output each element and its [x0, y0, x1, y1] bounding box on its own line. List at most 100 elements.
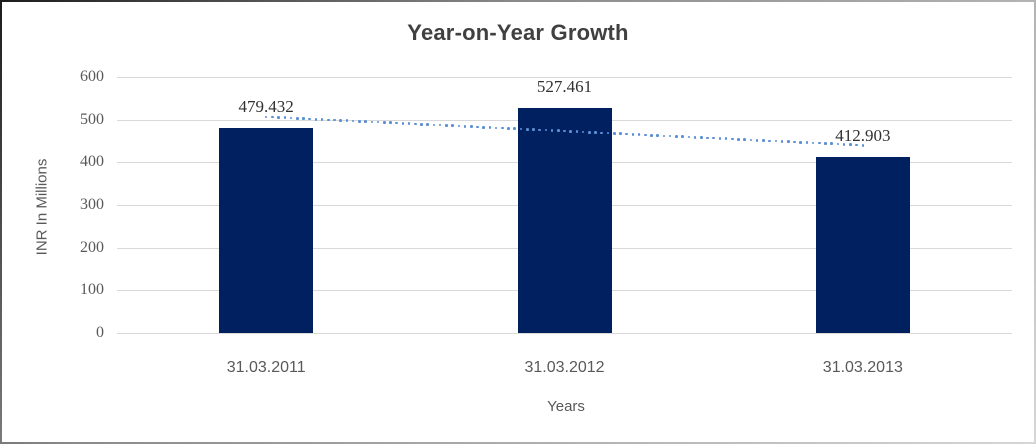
trendline-dot — [575, 130, 579, 133]
trendline-dot — [668, 134, 672, 138]
trendline-dot — [805, 141, 809, 144]
trendline-dot — [519, 127, 523, 131]
trendline-dot — [513, 127, 517, 130]
trendline-dot — [706, 136, 709, 140]
trendline-dot — [339, 119, 343, 122]
y-tick-label: 600 — [80, 68, 104, 85]
trendline-dot — [264, 115, 268, 119]
trendline-dot — [774, 139, 778, 143]
trendline-dot — [556, 129, 560, 133]
trendline-dot — [780, 140, 784, 143]
trendline-dot — [849, 143, 852, 146]
trendline-dot — [507, 127, 510, 130]
trendline-dot — [631, 133, 635, 136]
trendline-dot — [469, 125, 473, 128]
trendline-dot — [650, 133, 653, 137]
trendline-dot — [836, 142, 840, 146]
y-tick-label: 100 — [80, 281, 104, 299]
trendline-dot — [407, 122, 411, 125]
trendline-dot — [569, 130, 572, 133]
trendline-dot — [501, 126, 504, 130]
y-tick-label: 200 — [80, 238, 104, 256]
trendline-dot — [544, 128, 548, 132]
trendline-dot — [320, 118, 324, 121]
trendline-dot — [451, 124, 454, 128]
trendline-dot — [420, 122, 423, 126]
trendline-dot — [302, 117, 305, 120]
trendline-dot — [563, 129, 566, 133]
trendline-dot — [594, 131, 597, 134]
trendline-dot — [351, 119, 355, 123]
trendline-dot — [625, 132, 628, 136]
y-tick-label: 0 — [96, 324, 104, 341]
trendline-dot — [588, 130, 591, 134]
trendline-dot — [619, 132, 622, 136]
data-label: 527.461 — [536, 76, 593, 96]
trendline-dot — [830, 142, 834, 146]
trendline-dot — [271, 115, 274, 119]
trendline-dot — [358, 120, 361, 123]
trendline-dot — [637, 133, 641, 136]
trendline-dot — [842, 143, 846, 146]
gridline — [117, 333, 1012, 334]
trendline-dot — [488, 126, 492, 129]
y-tick-label: 400 — [80, 153, 104, 171]
trendline-dot — [308, 117, 311, 121]
trendline-dot — [482, 125, 485, 129]
trendline-dot — [389, 121, 392, 125]
trendline-dot — [395, 121, 398, 125]
x-tick-label: 31.03.2013 — [822, 359, 903, 376]
trendline-dot — [538, 128, 541, 132]
trendline-dot — [861, 143, 865, 147]
trendline-dot — [463, 125, 467, 128]
trendline-dot — [731, 137, 734, 141]
trendline-dot — [289, 116, 293, 120]
trendline-dot — [737, 138, 740, 141]
trendline-dot — [364, 120, 367, 123]
trendline-dot — [438, 123, 442, 127]
trendline-dot — [606, 131, 610, 135]
trendline-dot — [762, 139, 765, 142]
trendline-dot — [370, 120, 374, 124]
chart-title: Year-on-Year Growth — [407, 20, 629, 45]
trendline-dot — [749, 138, 753, 142]
trendline-dot — [855, 143, 858, 147]
trendline-dot — [799, 141, 802, 144]
trendline-dot — [426, 123, 430, 126]
trendline-dot — [681, 135, 684, 138]
trendline-dot — [662, 134, 666, 138]
trendline-dot — [550, 129, 554, 132]
trendline-dot — [277, 116, 280, 119]
trendline-dot — [675, 135, 678, 138]
trendline-dot — [755, 138, 759, 142]
x-tick-label: 31.03.2012 — [524, 359, 605, 376]
trendline-dot — [382, 121, 386, 124]
trendline-dot — [743, 138, 747, 141]
trendline-dot — [793, 140, 796, 144]
trendline-dot — [532, 128, 535, 131]
y-axis-title: INR In Millions — [33, 158, 51, 256]
trendline-dot — [414, 122, 417, 126]
trendline-dot — [699, 136, 703, 139]
trendline-dot — [712, 136, 715, 140]
trendline-dot — [345, 119, 349, 123]
trendline-dot — [333, 118, 336, 122]
trendline-dot — [581, 130, 585, 134]
trendline-dot — [457, 124, 461, 128]
trendline-dot — [818, 141, 821, 145]
gridline — [117, 77, 1012, 78]
x-tick-label: 31.03.2011 — [226, 359, 306, 376]
trendline-dot — [687, 135, 691, 139]
trendline-dot — [327, 118, 330, 122]
x-axis-title: Years — [547, 398, 585, 415]
data-label: 412.903 — [835, 125, 891, 145]
trendline-dot — [401, 122, 405, 125]
trendline-dot — [811, 141, 815, 145]
trendline-dot — [600, 131, 604, 135]
bar-31.03.2011 — [219, 128, 314, 333]
trendline-dot — [525, 127, 529, 131]
trendline-dot — [612, 132, 616, 135]
y-tick-label: 500 — [80, 110, 104, 128]
trendline-dot — [376, 120, 380, 124]
